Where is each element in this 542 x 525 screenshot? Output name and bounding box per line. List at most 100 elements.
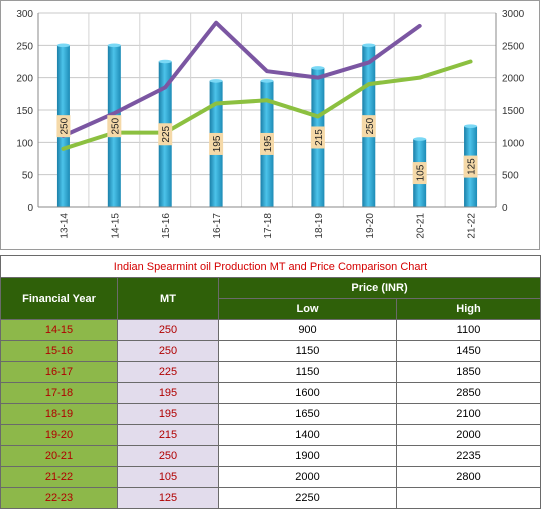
table-row: 18-19 195 1650 2100 <box>0 403 542 425</box>
cell-fy: 16-17 <box>0 361 118 383</box>
combo-chart: 250 250 225 195 195 215 250 105 125 0 50 100 150 200… <box>16 9 525 239</box>
bar-cap <box>158 59 172 64</box>
cell-mt: 125 <box>117 487 219 509</box>
bar-cap <box>260 79 274 83</box>
bar-cap <box>56 43 70 48</box>
bar-data-label: 105 <box>412 162 427 185</box>
x-tick-label: 13-14 <box>59 213 70 239</box>
data-label-bg <box>463 155 478 178</box>
high-price-line <box>61 20 422 138</box>
cell-fy: 21-22 <box>0 466 118 488</box>
cell-mt: 105 <box>117 466 219 488</box>
bar-data-label: 250 <box>107 115 122 138</box>
y2-tick-label: 500 <box>502 171 519 182</box>
table-row: 14-15 250 900 1100 <box>0 319 542 341</box>
table-row: 22-23 125 2250 <box>0 487 542 509</box>
cell-high: 2235 <box>395 445 542 467</box>
x-tick-label: 15-16 <box>161 213 172 239</box>
cell-fy: 19-20 <box>0 424 118 446</box>
data-label-bg <box>260 132 274 155</box>
data-label-text: 195 <box>263 135 274 152</box>
y-tick-label: 100 <box>16 138 33 149</box>
y-tick-label: 50 <box>22 171 34 182</box>
y2-tick-label: 1000 <box>502 138 525 149</box>
cell-high <box>395 487 542 509</box>
header-low: Low <box>218 298 397 320</box>
x-tick-label: 19-20 <box>365 213 376 239</box>
data-label-text: 105 <box>416 164 427 181</box>
data-label-text: 250 <box>110 117 121 134</box>
header-high: High <box>395 298 542 320</box>
cell-low: 1650 <box>218 403 397 425</box>
table-row: 21-22 105 2000 2800 <box>0 466 542 488</box>
data-label-text: 250 <box>365 117 376 134</box>
y-tick-label: 150 <box>16 106 33 117</box>
data-label-bg <box>361 115 376 138</box>
data-label-bg <box>412 162 427 185</box>
table-row: 16-17 225 1150 1850 <box>0 361 542 383</box>
cell-fy: 14-15 <box>0 319 118 341</box>
cell-mt: 195 <box>117 403 219 425</box>
bar-cap <box>311 66 325 70</box>
price-table: Indian Spearmint oil Production MT and P… <box>0 255 542 509</box>
bar-data-label: 250 <box>361 115 376 138</box>
y-tick-label: 250 <box>16 41 33 52</box>
y-tick-label: 0 <box>27 203 33 214</box>
bar-data-label: 215 <box>310 126 325 149</box>
x-tick-label: 17-18 <box>263 213 274 239</box>
y2-tick-label: 3000 <box>502 9 525 20</box>
header-price: Price (INR) <box>217 277 542 299</box>
cell-fy: 20-21 <box>0 445 118 467</box>
data-label-text: 225 <box>161 125 172 142</box>
cell-fy: 17-18 <box>0 382 118 404</box>
x-tick-label: 21-22 <box>467 213 478 239</box>
bar-data-label: 195 <box>260 132 274 155</box>
data-label-bg <box>209 132 224 155</box>
cell-low: 2250 <box>218 487 397 509</box>
table-row: 19-20 215 1400 2000 <box>0 424 542 446</box>
data-label-bg <box>310 126 325 149</box>
cell-low: 1600 <box>218 382 397 404</box>
y2-tick-label: 0 <box>502 203 508 214</box>
y2-tick-label: 2000 <box>502 74 525 85</box>
header-row-2: Low High <box>1 298 542 320</box>
cell-low: 2000 <box>218 466 397 488</box>
cell-low: 1150 <box>218 340 397 362</box>
cell-low: 1400 <box>218 424 397 446</box>
data-label-text: 125 <box>467 158 478 175</box>
bar-cap <box>209 79 223 83</box>
data-label-bg <box>107 115 122 138</box>
cell-high: 1850 <box>395 361 542 383</box>
y-tick-label: 300 <box>16 9 33 20</box>
y-tick-label: 200 <box>16 74 33 85</box>
x-tick-label: 20-21 <box>416 213 427 239</box>
cell-mt: 250 <box>117 319 219 341</box>
table-row: 15-16 250 1150 1450 <box>0 340 542 362</box>
cell-high: 2100 <box>395 403 542 425</box>
bar-cap <box>413 137 427 141</box>
cell-high: 1450 <box>395 340 542 362</box>
data-label-bg <box>56 115 71 138</box>
cell-high: 2000 <box>395 424 542 446</box>
cell-low: 1150 <box>218 361 397 383</box>
cell-fy: 18-19 <box>0 403 118 425</box>
cell-low: 900 <box>218 319 397 341</box>
cell-mt: 195 <box>117 382 219 404</box>
cell-high: 2800 <box>395 466 542 488</box>
price-table-container: Indian Spearmint oil Production MT and P… <box>0 255 542 509</box>
data-label-text: 250 <box>59 117 70 134</box>
cell-fy: 15-16 <box>0 340 118 362</box>
x-tick-label: 14-15 <box>110 213 121 239</box>
table-title-row: Indian Spearmint oil Production MT and P… <box>0 255 542 278</box>
cell-low: 1900 <box>218 445 397 467</box>
x-tick-label: 18-19 <box>314 213 325 239</box>
cell-fy: 22-23 <box>0 487 118 509</box>
bar-data-label: 195 <box>209 132 224 155</box>
bar-cap <box>107 43 121 48</box>
header-mt: MT <box>117 277 219 320</box>
y2-tick-label: 2500 <box>502 41 525 52</box>
bar-data-label: 125 <box>463 155 478 178</box>
cell-high: 1100 <box>395 319 542 341</box>
cell-mt: 215 <box>117 424 219 446</box>
data-label-bg <box>158 123 173 146</box>
